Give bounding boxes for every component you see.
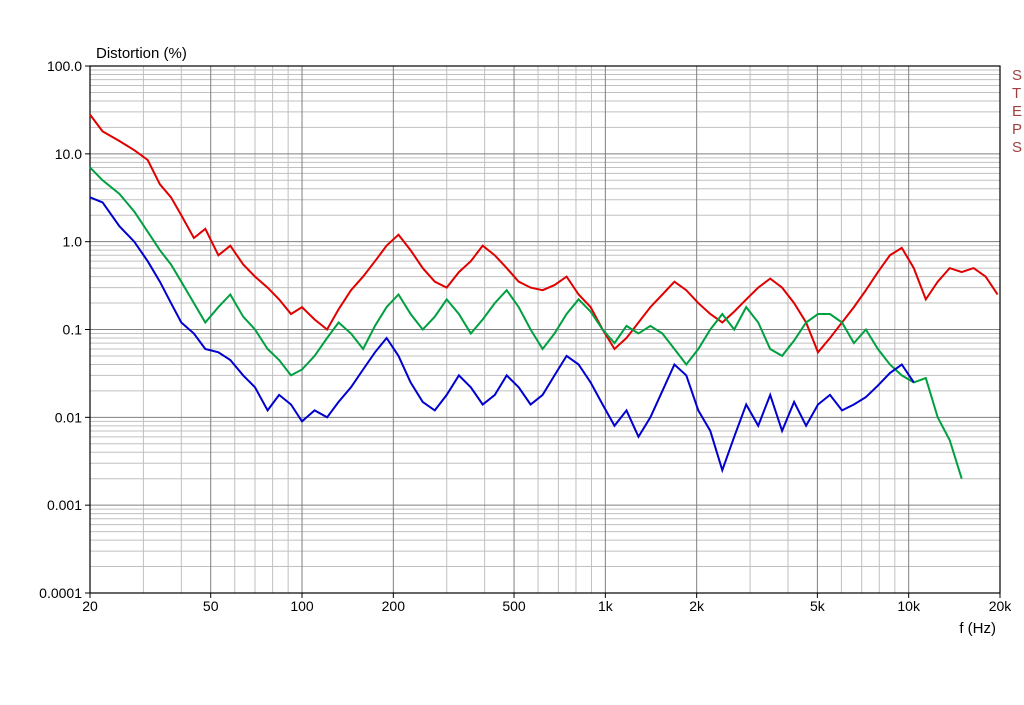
steps-label: P — [1012, 121, 1022, 138]
x-tick-label: 200 — [382, 598, 406, 614]
x-tick-label: 100 — [290, 598, 314, 614]
y-axis-title: Distortion (%) — [96, 45, 187, 62]
y-tick-label: 100.0 — [47, 58, 82, 74]
y-tick-label: 1.0 — [63, 234, 83, 250]
x-tick-label: 1k — [598, 598, 614, 614]
x-tick-label: 20k — [989, 598, 1013, 614]
x-tick-label: 500 — [502, 598, 526, 614]
steps-label: E — [1012, 103, 1022, 120]
x-tick-label: 5k — [810, 598, 826, 614]
x-tick-label: 20 — [82, 598, 98, 614]
steps-label: S — [1012, 67, 1022, 84]
steps-label: S — [1012, 139, 1022, 156]
y-tick-label: 0.01 — [55, 409, 82, 425]
chart-container: { "chart":{ "type":"line", "width":1024,… — [0, 0, 1024, 705]
y-tick-label: 0.001 — [47, 497, 82, 513]
x-tick-label: 50 — [203, 598, 219, 614]
distortion-chart: 20 50 100 200 500 1k 2k 5k 10k 20k 0.0001 0.001 0.01… — [0, 0, 1024, 705]
y-tick-label: 10.0 — [55, 146, 82, 162]
y-tick-label: 0.0001 — [39, 585, 82, 601]
y-tick-label: 0.1 — [63, 322, 83, 338]
x-axis-title: f (Hz) — [959, 620, 996, 637]
x-tick-label: 10k — [897, 598, 921, 614]
x-tick-label: 2k — [689, 598, 705, 614]
steps-label: T — [1012, 85, 1021, 102]
